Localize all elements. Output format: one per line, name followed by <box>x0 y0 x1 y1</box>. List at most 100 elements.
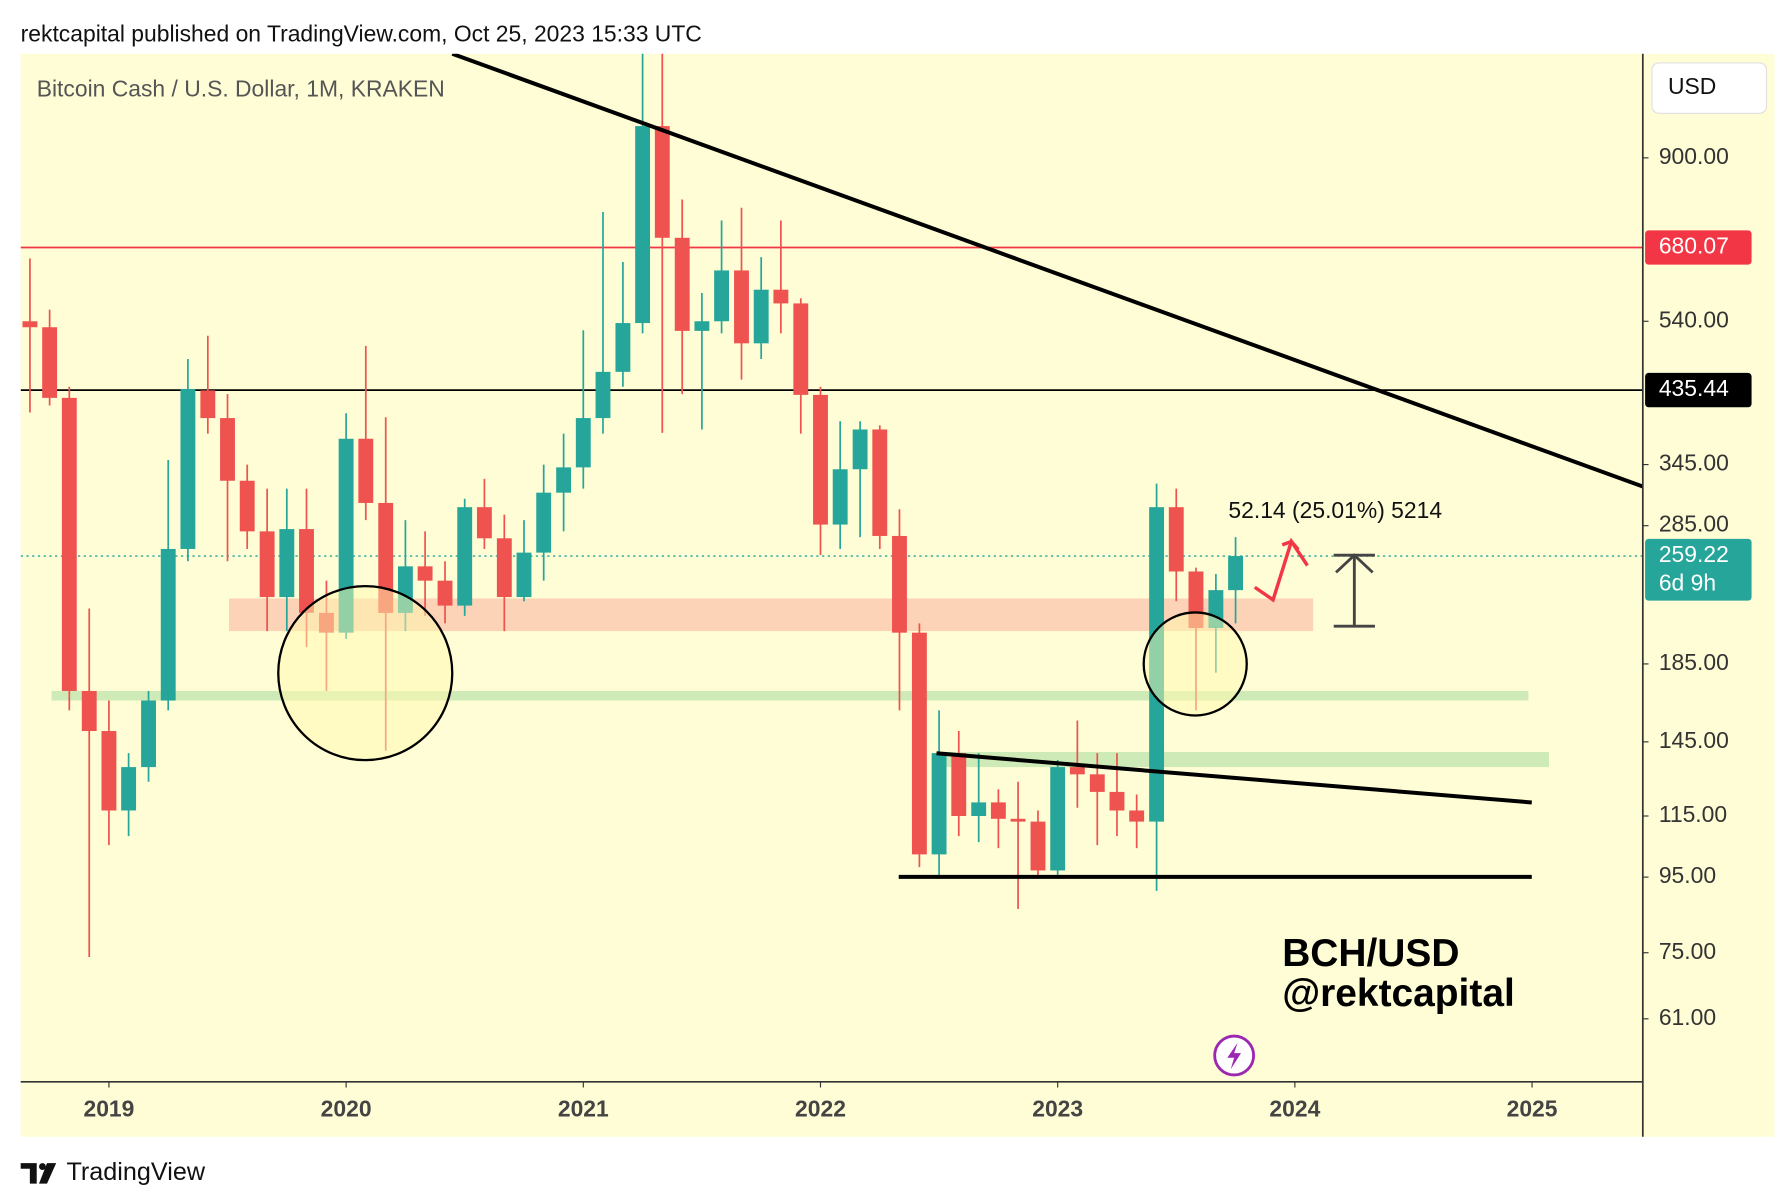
logo-dot <box>39 1163 46 1170</box>
candle-body <box>694 321 710 331</box>
level-price-tag <box>1645 230 1752 265</box>
candle-body <box>674 237 690 331</box>
candle-body <box>101 731 117 811</box>
candle-body <box>536 492 552 553</box>
y-tick-label: 115.00 <box>1659 801 1727 827</box>
candle-body <box>556 467 572 493</box>
candle-body <box>1089 774 1105 792</box>
candle-body <box>121 767 137 811</box>
candle-body <box>259 531 275 598</box>
y-tick-label: 185.00 <box>1659 649 1729 675</box>
candle-body <box>516 552 532 598</box>
y-tick-label: 540.00 <box>1659 306 1729 332</box>
y-tick-label: 61.00 <box>1659 1004 1716 1030</box>
footer-logo <box>20 1163 57 1184</box>
candle-body <box>496 538 512 598</box>
y-tick-label: 75.00 <box>1659 938 1716 964</box>
candle-body <box>180 388 196 549</box>
candle-body <box>951 753 967 817</box>
candle-body <box>437 580 453 606</box>
candle-body <box>575 418 591 468</box>
candle-body <box>872 429 888 536</box>
event-icon-bolt <box>1227 1042 1242 1070</box>
candle-body <box>239 480 255 532</box>
candle-body <box>61 397 77 691</box>
candle-body <box>892 535 907 633</box>
watermark: BCH/USD <box>1282 932 1459 975</box>
candle-body <box>1228 556 1244 591</box>
trendline <box>936 751 1532 805</box>
candle-body <box>773 289 789 304</box>
candle-body <box>42 327 58 398</box>
candle-body <box>358 438 374 503</box>
arrow-head <box>1281 539 1300 551</box>
countdown-label: 6d 9h <box>1659 570 1716 596</box>
candle-body <box>81 690 97 732</box>
currency-button[interactable] <box>1651 62 1768 114</box>
candle-body <box>141 700 156 768</box>
trendline <box>451 53 1643 489</box>
zone <box>944 751 1549 768</box>
candle-body <box>714 270 730 322</box>
x-tick-label: 2021 <box>558 1095 609 1121</box>
candle-body <box>852 429 868 470</box>
x-tick-label: 2019 <box>83 1095 134 1121</box>
y-tick-label: 145.00 <box>1659 727 1729 753</box>
x-tick-label: 2023 <box>1032 1095 1083 1121</box>
x-tick-label: 2020 <box>321 1095 372 1121</box>
candle-body <box>990 802 1006 819</box>
x-tick-label: 2025 <box>1507 1095 1558 1121</box>
x-tick-label: 2022 <box>795 1095 846 1121</box>
x-tick-label: 2024 <box>1269 1095 1320 1121</box>
candle-body <box>1109 791 1125 811</box>
measure-label: 52.14 (25.01%) 5214 <box>1228 497 1442 523</box>
y-tick-label: 900.00 <box>1659 143 1729 169</box>
y-tick-label: 345.00 <box>1659 450 1729 476</box>
candle-body <box>832 469 848 525</box>
highlight-circle <box>1142 611 1248 717</box>
publish-header: rektcapital published on TradingView.com… <box>21 21 702 47</box>
candle-body <box>1168 507 1184 572</box>
candle-body <box>476 507 492 539</box>
candle-body <box>200 390 216 419</box>
candle-body <box>338 438 354 633</box>
highlight-circle <box>277 584 454 762</box>
y-tick-label: 95.00 <box>1659 862 1716 888</box>
candle-body <box>299 529 314 613</box>
candle-body <box>378 502 394 613</box>
candle-body <box>1050 767 1066 871</box>
zone <box>51 690 1529 701</box>
currency-label: USD <box>1668 73 1716 99</box>
last-price-label: 259.22 <box>1659 541 1729 567</box>
candle-body <box>635 126 651 324</box>
candle-body <box>1030 821 1046 871</box>
candle-body <box>457 507 473 606</box>
level-price-label: 680.07 <box>1659 233 1729 259</box>
candle-body <box>615 323 631 372</box>
candle-body <box>813 394 828 525</box>
candle-body <box>595 371 611 419</box>
last-price-tag <box>1645 538 1752 601</box>
candle-body <box>1069 767 1085 775</box>
candle-body <box>1010 818 1026 822</box>
candle-body <box>22 321 38 328</box>
candle-body <box>911 632 927 855</box>
candle-body <box>931 753 947 855</box>
level-price-label: 435.44 <box>1659 375 1729 401</box>
candle-body <box>753 289 769 344</box>
candle-body <box>971 802 987 817</box>
candle-body <box>220 418 235 481</box>
candle-body <box>1129 810 1145 822</box>
candle-body <box>793 303 809 395</box>
footer-brand: TradingView <box>66 1158 205 1186</box>
chart-title: Bitcoin Cash / U.S. Dollar, 1M, KRAKEN <box>37 75 445 101</box>
projection-arrow <box>1253 537 1309 603</box>
candle-body <box>734 270 749 344</box>
level-price-tag <box>1645 372 1752 408</box>
candle-body <box>417 566 433 581</box>
logo-mark <box>20 1163 57 1184</box>
watermark: @rektcapital <box>1282 972 1515 1015</box>
candle-body <box>279 529 295 598</box>
